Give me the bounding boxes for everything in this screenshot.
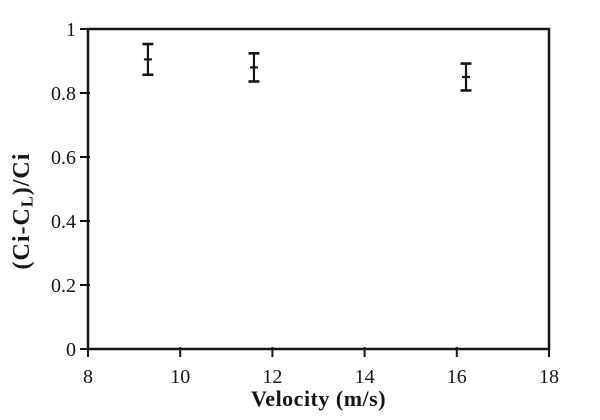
data-point-error-bar	[460, 62, 472, 92]
x-tick-label: 10	[170, 366, 190, 388]
x-tick-label: 16	[447, 366, 467, 388]
y-tick-label: 0.8	[51, 83, 76, 105]
data-point-error-bar	[248, 52, 260, 83]
y-axis-title-part: )/Ci	[9, 152, 35, 196]
y-tick-label: 0.4	[51, 211, 76, 233]
x-tick-label: 14	[355, 366, 375, 388]
x-tick-label: 8	[83, 366, 93, 388]
plot-frame	[86, 27, 551, 351]
y-axis-title-subscript: L	[17, 195, 37, 208]
y-tick-label: 0	[66, 339, 76, 361]
data-point-error-bar	[142, 42, 154, 77]
y-axis-title-part: (Ci-C	[9, 207, 35, 270]
y-axis-title: (Ci-CL)/Ci	[7, 101, 37, 321]
y-tick-label: 1	[66, 19, 76, 41]
x-tick-label: 18	[539, 366, 559, 388]
x-tick-label: 12	[262, 366, 282, 388]
y-tick-label: 0.6	[51, 147, 76, 169]
x-axis-title: Velocity (m/s)	[250, 386, 387, 411]
y-tick-label: 0.2	[51, 275, 76, 297]
